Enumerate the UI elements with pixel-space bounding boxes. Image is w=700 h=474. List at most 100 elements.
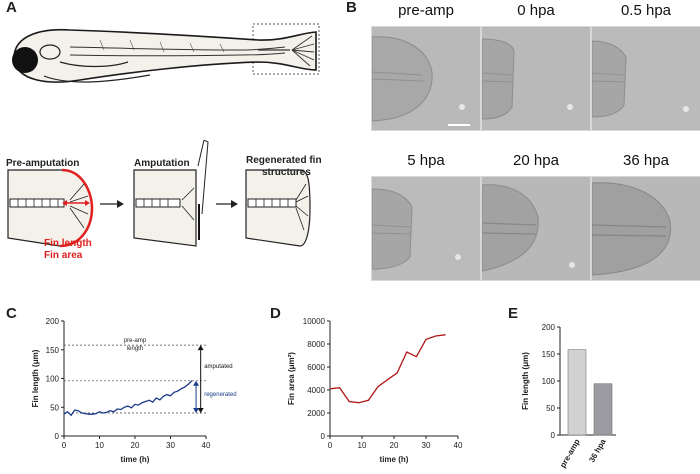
y-axis-label: Fin area (μm²): [287, 352, 296, 405]
tile-label-0-5hpa: 0.5 hpa: [620, 2, 672, 19]
data-point: [116, 408, 118, 410]
data-point: [415, 356, 417, 358]
regenerated-fin: [245, 169, 311, 247]
y-tick-label: 50: [546, 404, 555, 413]
bar-36-hpa: [593, 383, 613, 436]
data-point: [91, 413, 93, 415]
data-point: [74, 409, 76, 411]
annotation-regenerated: regenerated: [204, 392, 236, 398]
annotation-length: length: [127, 346, 143, 352]
y-tick-label: 100: [46, 375, 60, 384]
y-axis-label: Fin length (μm): [31, 349, 40, 407]
panel-label-e: E: [508, 305, 519, 322]
micrograph-0hpa: [481, 26, 591, 131]
data-point: [187, 383, 189, 385]
tile-label-0hpa: 0 hpa: [517, 2, 555, 19]
y-tick-label: 50: [50, 403, 59, 412]
bar-pre-amp: [567, 349, 587, 436]
data-point: [123, 406, 125, 408]
data-point: [84, 412, 86, 415]
y-tick-label: 6000: [307, 363, 325, 372]
data-point: [387, 379, 389, 381]
data-point: [70, 414, 72, 416]
y-tick-label: 0: [321, 432, 326, 441]
micrograph-0-5hpa: [591, 26, 700, 131]
data-point: [155, 397, 157, 399]
data-point: [98, 411, 101, 413]
series-line: [329, 334, 446, 404]
chart-fin-area-over-time: 0 2000 4000 6000 8000 10000 0 10 20 30 40 time (h) F…: [287, 317, 463, 464]
amputated-fin: [133, 140, 209, 247]
panel-label-d: D: [270, 305, 281, 322]
tile-label-pre-amp: pre-amp: [398, 2, 454, 19]
x-tick-label: 30: [422, 441, 431, 450]
micrograph-20hpa: [481, 176, 591, 281]
annotation-amputated: amputated: [204, 364, 232, 370]
regenerated-arrowhead-top: [193, 380, 200, 386]
data-point: [358, 402, 360, 404]
data-point: [367, 399, 369, 401]
data-point: [63, 413, 65, 415]
x-tick-label: 0: [62, 441, 67, 450]
data-point: [166, 394, 168, 396]
amputated-arrowhead-bottom: [197, 408, 204, 413]
x-tick-label: 30: [166, 441, 175, 450]
x-tick-label: 10: [95, 441, 104, 450]
y-tick-label: 8000: [307, 340, 325, 349]
panel-label-c: C: [6, 305, 17, 322]
category-label: pre-amp: [558, 437, 582, 469]
data-point: [102, 412, 104, 414]
x-tick-label: 40: [202, 441, 211, 450]
y-tick-label: 2000: [307, 409, 325, 418]
data-point: [130, 407, 133, 409]
data-point: [81, 412, 83, 414]
x-tick-label: 40: [454, 441, 463, 450]
data-point: [95, 412, 97, 415]
data-point: [329, 388, 331, 390]
chart-fin-length-over-time: 0 50 100 150 200 0 10 20 30 40 time (h) Fin length …: [31, 317, 237, 464]
y-tick-label: 0: [55, 432, 60, 441]
data-point: [396, 372, 398, 374]
x-tick-label: 20: [390, 441, 399, 450]
x-axis-label: time (h): [380, 455, 409, 464]
y-tick-label: 10000: [303, 317, 326, 326]
data-point: [377, 385, 379, 388]
y-tick-label: 150: [542, 350, 556, 359]
category-label: 36 hpa: [587, 437, 608, 464]
data-point: [435, 335, 437, 337]
step-label-pre-amputation: Pre-amputation: [6, 158, 80, 169]
data-point: [88, 413, 90, 415]
data-point: [66, 411, 69, 413]
data-point: [137, 404, 140, 406]
data-point: [177, 390, 179, 392]
fin-area-label: Fin area: [44, 250, 83, 261]
fin-length-label: Fin length: [44, 238, 92, 249]
y-tick-label: 150: [46, 346, 60, 355]
micrograph-5hpa: [371, 176, 481, 281]
data-point: [406, 351, 408, 353]
data-point: [120, 408, 122, 411]
x-axis-label: time (h): [121, 455, 150, 464]
data-point: [162, 395, 164, 397]
data-point: [109, 410, 111, 412]
data-point: [173, 391, 175, 393]
y-tick-label: 200: [46, 317, 60, 326]
x-tick-label: 10: [358, 441, 367, 450]
amputated-arrowhead-top: [197, 345, 204, 351]
annotation-preamp: pre-amp: [124, 338, 147, 344]
step-label-regenerated: Regenerated fin: [246, 155, 322, 166]
data-point: [113, 411, 115, 413]
data-point: [184, 386, 186, 388]
data-point: [159, 399, 161, 401]
y-axis-label: Fin length (μm): [521, 352, 530, 410]
data-point: [348, 400, 350, 403]
micrograph-36hpa: [591, 176, 700, 281]
pre-amputation-fin: [7, 168, 94, 248]
step-label-regenerated-2: structures: [262, 167, 311, 178]
micrograph-pre-amp: [371, 26, 481, 131]
data-point: [425, 338, 427, 340]
chart-fin-length-bars: 0 50 100 150 200 Fin length (μm) pre-amp 36 hpa: [521, 323, 616, 469]
regenerated-arrowhead-bottom: [193, 408, 200, 413]
data-point: [180, 388, 182, 390]
tile-label-20hpa: 20 hpa: [513, 152, 559, 169]
